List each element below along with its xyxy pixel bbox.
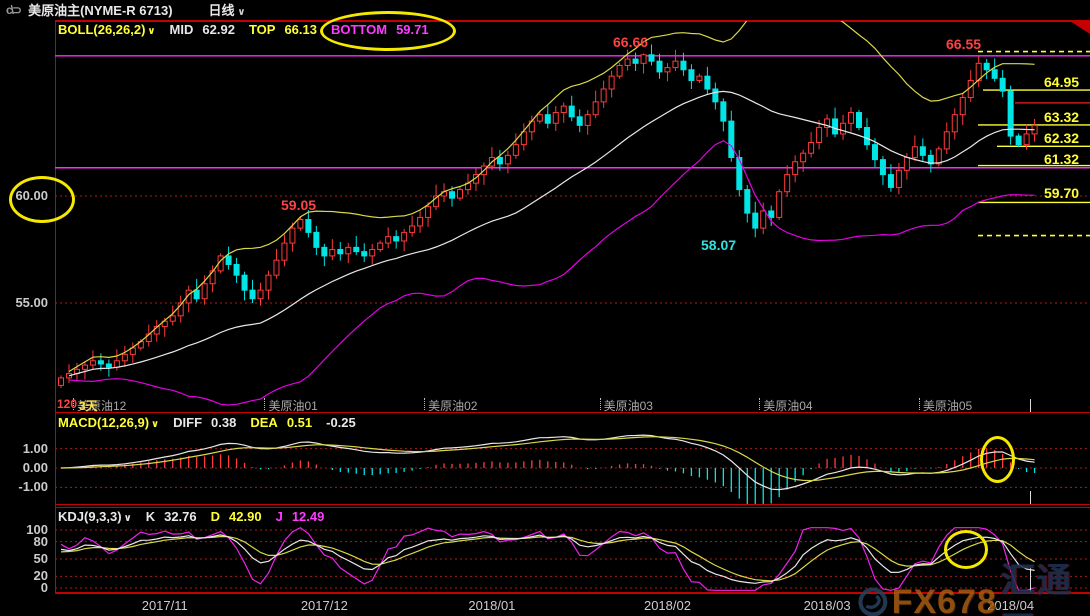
kdj-legend: KDJ(9,3,3) ∨ K 32.76 D 42.90 J 12.49 <box>58 509 325 524</box>
kdj-dropdown-icon: ∨ <box>123 513 132 524</box>
left-axis-border <box>55 20 56 593</box>
date-label: 2018/03 <box>803 598 851 613</box>
chain-link-icon[interactable]: c\⊃ <box>6 2 22 17</box>
kdj-j-value: 12.49 <box>291 509 325 524</box>
price-axis-label: 60.00 <box>15 188 48 203</box>
macd-panel-bottom-border <box>55 504 1090 505</box>
watermark-brand: FX678 <box>891 582 997 616</box>
date-label: 2018/01 <box>468 598 516 613</box>
macd-chart-svg[interactable] <box>55 413 1090 504</box>
top-bar: c\⊃ 美原油主(NYME-R 6713) 日线 ∨ <box>0 0 1090 19</box>
kdj-axis-label: 20 <box>33 568 48 584</box>
instrument-title: 美原油主(NYME-R 6713) <box>28 3 173 18</box>
boll-legend: BOLL(26,26,2) ∨ MID 62.92 TOP 66.13 BOTTOM 5… <box>58 22 429 37</box>
macd-dropdown-icon: ∨ <box>151 419 160 430</box>
chevron-down-icon: ∨ <box>234 7 246 18</box>
main-panel-top-border <box>55 20 1090 22</box>
boll-bottom-value: 59.71 <box>396 22 429 37</box>
price-axis-label: 55.00 <box>15 295 48 310</box>
boll-top-value: 66.13 <box>284 22 317 37</box>
kdj-axis-label: 80 <box>33 533 48 549</box>
kdj-k-value: 32.76 <box>164 509 197 524</box>
watermark-site: 汇通网 <box>1000 562 1073 616</box>
boll-mid-value: 62.92 <box>202 22 235 37</box>
kdj-indicator-name[interactable]: KDJ(9,3,3) ∨ <box>58 509 132 524</box>
kdj-panel-top-border <box>55 507 1090 508</box>
macd-indicator-name[interactable]: MACD(12,26,9) ∨ <box>58 415 160 430</box>
kdj-panel-bottom-border <box>55 592 1090 594</box>
fx678-logo-icon <box>858 587 888 616</box>
period-selector[interactable]: 日线 ∨ <box>208 3 246 18</box>
kdj-axis-label: 100 <box>26 522 48 537</box>
macd-axis-label: 1.00 <box>22 440 48 456</box>
kdj-axis-label: 50 <box>33 551 48 566</box>
kdj-d-value: 42.90 <box>229 509 262 524</box>
macd-axis-label: -1.00 <box>18 479 48 495</box>
date-label: 2018/02 <box>643 598 691 613</box>
main-panel-bottom-border <box>55 412 1090 413</box>
corner-triangle <box>1070 21 1090 34</box>
boll-dropdown-icon: ∨ <box>147 26 156 37</box>
macd-legend: MACD(12,26,9) ∨ DIFF 0.38 DEA 0.51 -0.25 <box>58 415 356 430</box>
boll-indicator-name[interactable]: BOLL(26,26,2) ∨ <box>58 22 156 37</box>
macd-axis-label: 0.00 <box>22 460 48 475</box>
macd-hist-value: -0.25 <box>326 415 356 430</box>
date-label: 2017/12 <box>300 598 348 613</box>
kdj-chart-svg[interactable] <box>55 508 1090 592</box>
date-label: 2017/11 <box>141 598 188 613</box>
watermark: FX678 汇通网 <box>858 553 1090 616</box>
macd-dea-value: 0.51 <box>286 415 313 430</box>
macd-diff-value: 0.38 <box>211 415 237 430</box>
kdj-axis-label: 0 <box>40 580 48 595</box>
main-chart-svg[interactable] <box>55 21 1090 412</box>
